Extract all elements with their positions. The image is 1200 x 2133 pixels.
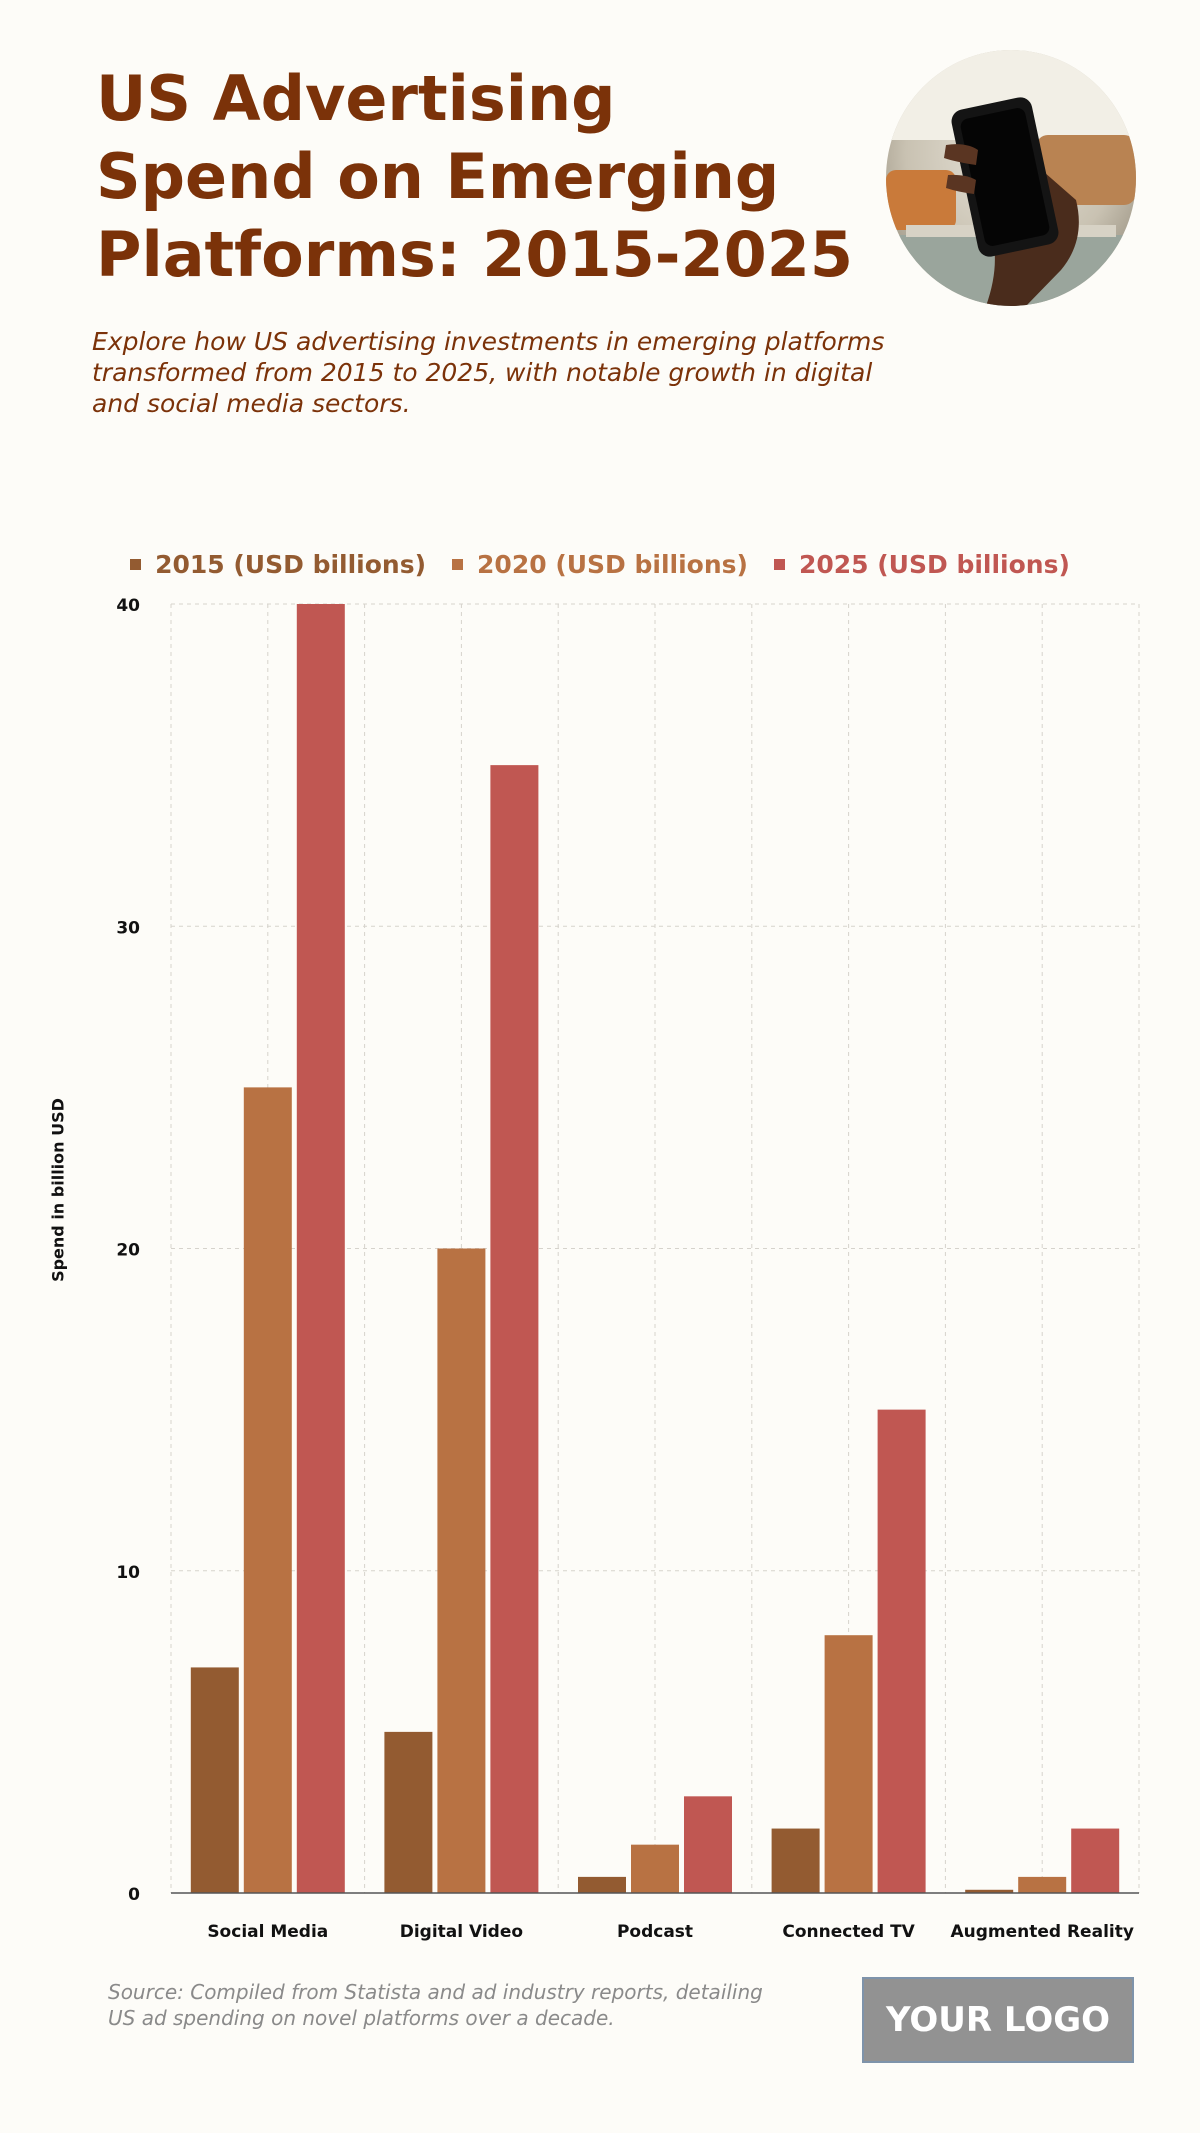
- y-tick-label: 10: [116, 1563, 140, 1583]
- legend-item-2015[interactable]: 2015 (USD billions): [130, 550, 426, 579]
- legend-swatch-2020: [452, 559, 464, 570]
- bar: [631, 1844, 679, 1893]
- bar: [578, 1876, 626, 1893]
- chart-legend: 2015 (USD billions) 2020 (USD billions) …: [0, 550, 1200, 579]
- y-tick-label: 30: [116, 918, 140, 938]
- bar: [684, 1796, 732, 1893]
- legend-swatch-2025: [773, 559, 785, 570]
- page-subtitle: Explore how US advertising investments i…: [92, 327, 885, 418]
- bar: [877, 1409, 926, 1893]
- bar: [190, 1667, 239, 1893]
- bar: [490, 765, 539, 1893]
- legend-label-2015: 2015 (USD billions): [155, 550, 427, 579]
- y-tick-label: 20: [116, 1241, 140, 1261]
- bar: [1018, 1876, 1067, 1893]
- x-tick-label: Podcast: [617, 1922, 693, 1942]
- bar: [243, 1087, 292, 1893]
- x-tick-label: Augmented Reality: [950, 1922, 1133, 1942]
- legend-item-2025[interactable]: 2025 (USD billions): [773, 550, 1070, 579]
- bar: [296, 604, 345, 1893]
- source-note: Source: Compiled from Statista and ad in…: [108, 1980, 763, 2030]
- legend-swatch-2015: [130, 559, 142, 570]
- x-tick-label: Social Media: [207, 1922, 328, 1942]
- logo-placeholder: YOUR LOGO: [862, 1977, 1134, 2063]
- legend-item-2020[interactable]: 2020 (USD billions): [452, 550, 748, 579]
- y-tick-label: 40: [116, 596, 140, 616]
- bar: [771, 1828, 820, 1893]
- x-tick-label: Digital Video: [400, 1922, 523, 1942]
- x-tick-label: Connected TV: [782, 1922, 915, 1942]
- y-tick-label: 0: [128, 1885, 140, 1905]
- legend-label-2020: 2020 (USD billions): [477, 550, 748, 579]
- legend-label-2025: 2025 (USD billions): [798, 550, 1070, 579]
- bar: [437, 1248, 486, 1893]
- page-title: US Advertising Spend on Emerging Platfor…: [96, 62, 854, 291]
- bar: [384, 1731, 433, 1893]
- bar: [965, 1889, 1014, 1893]
- bar: [824, 1635, 873, 1893]
- bar-chart: 0 10 20 30 40 Social Media Digital Video Podcas…: [116, 596, 1140, 1942]
- bar: [1071, 1828, 1120, 1893]
